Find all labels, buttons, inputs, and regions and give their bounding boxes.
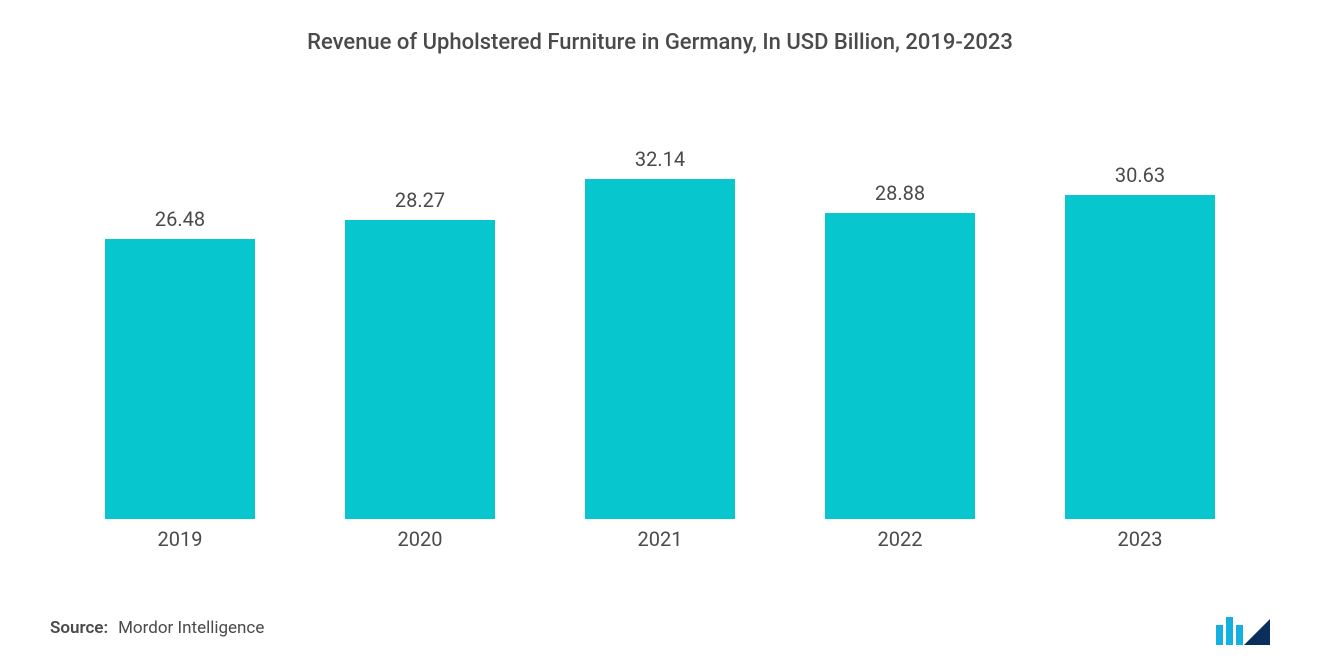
bar-value-label: 26.48 bbox=[155, 207, 205, 231]
chart-footer: Source: Mordor Intelligence bbox=[50, 611, 1270, 645]
x-axis-label: 2023 bbox=[1060, 527, 1220, 551]
x-axis-label: 2020 bbox=[340, 527, 500, 551]
bar bbox=[825, 213, 975, 519]
bar bbox=[1065, 195, 1215, 519]
bar-group: 32.14 bbox=[580, 147, 740, 519]
bar-value-label: 32.14 bbox=[635, 147, 685, 171]
bar bbox=[585, 179, 735, 519]
chart-container: Revenue of Upholstered Furniture in Germ… bbox=[0, 0, 1320, 665]
x-axis-label: 2019 bbox=[100, 527, 260, 551]
source-value: Mordor Intelligence bbox=[118, 618, 264, 638]
x-axis-label: 2021 bbox=[580, 527, 740, 551]
brand-logo-icon bbox=[1214, 611, 1270, 645]
bar-group: 28.27 bbox=[340, 188, 500, 519]
bar-group: 26.48 bbox=[100, 207, 260, 519]
chart-title: Revenue of Upholstered Furniture in Germ… bbox=[50, 30, 1270, 55]
source-attribution: Source: Mordor Intelligence bbox=[50, 618, 264, 638]
bar-value-label: 30.63 bbox=[1115, 163, 1165, 187]
bar bbox=[105, 239, 255, 519]
x-axis-label: 2022 bbox=[820, 527, 980, 551]
bar bbox=[345, 220, 495, 519]
chart-plot-area: 26.48 28.27 32.14 28.88 30.63 bbox=[50, 115, 1270, 519]
chart-x-axis: 2019 2020 2021 2022 2023 bbox=[50, 527, 1270, 551]
bar-group: 30.63 bbox=[1060, 163, 1220, 519]
source-label: Source: bbox=[50, 618, 108, 638]
bar-group: 28.88 bbox=[820, 181, 980, 519]
bar-value-label: 28.88 bbox=[875, 181, 925, 205]
bar-value-label: 28.27 bbox=[395, 188, 445, 212]
